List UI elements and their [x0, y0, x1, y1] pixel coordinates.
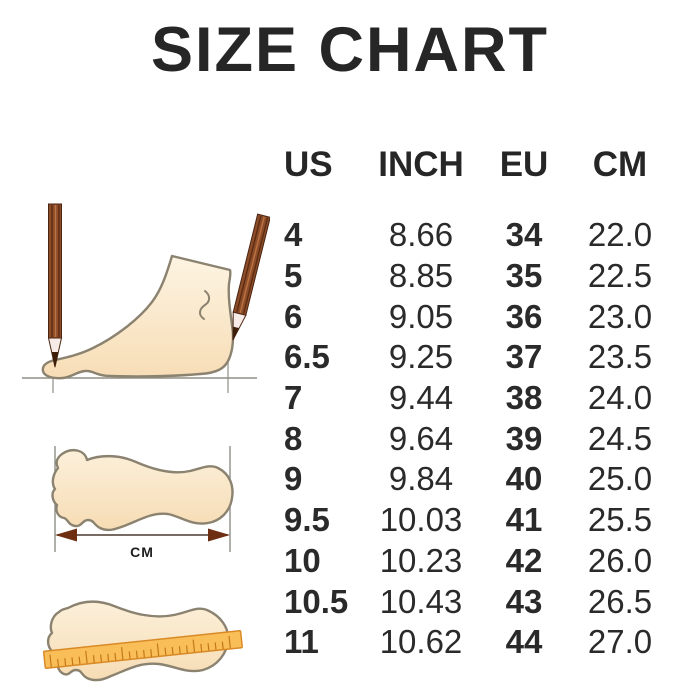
cell-cm: 24.0: [587, 379, 653, 417]
cell-inch: 9.84: [388, 460, 454, 498]
cell-eu: 35: [505, 257, 543, 295]
table-row: 6.5 9.25 37 23.5: [270, 337, 682, 378]
foot-measure-illustration: [22, 203, 270, 393]
cm-label: CM: [130, 544, 154, 560]
cell-eu: 43: [505, 582, 543, 620]
cell-eu: 42: [505, 541, 543, 579]
table-row: 7 9.44 38 24.0: [270, 378, 682, 419]
table-row: 8 9.64 39 24.5: [270, 418, 682, 459]
cell-inch: 8.85: [388, 257, 454, 295]
cell-inch: 8.66: [388, 216, 454, 254]
cell-eu: 39: [505, 419, 543, 457]
cell-cm: 22.5: [587, 257, 653, 295]
table-row: 10.5 10.43 43 26.5: [270, 581, 682, 622]
cell-inch: 10.62: [379, 623, 463, 661]
table-row: 4 8.66 34 22.0: [270, 215, 682, 256]
cell-us: 10: [284, 541, 321, 579]
cell-inch: 9.44: [388, 379, 454, 417]
cell-us: 9.5: [284, 501, 330, 539]
cell-cm: 26.5: [587, 582, 653, 620]
table-header-row: US INCH EU CM: [270, 143, 682, 187]
cell-us: 11: [284, 623, 319, 661]
cell-eu: 40: [505, 460, 543, 498]
cell-cm: 25.0: [587, 460, 653, 498]
cell-us: 5: [284, 257, 303, 295]
table-row: 9.5 10.03 41 25.5: [270, 500, 682, 541]
length-arrow-icon: [55, 528, 230, 542]
cell-eu: 37: [505, 338, 543, 376]
cell-us: 6.5: [284, 338, 330, 376]
cell-us: 9: [284, 460, 303, 498]
cell-us: 4: [284, 216, 303, 254]
column-header-us: US: [284, 145, 333, 184]
cell-us: 6: [284, 297, 303, 335]
column-header-eu: EU: [499, 145, 549, 184]
table-row: 5 8.85 35 22.5: [270, 256, 682, 297]
cell-cm: 27.0: [587, 623, 653, 661]
cell-cm: 22.0: [587, 216, 653, 254]
cell-inch: 9.05: [388, 297, 454, 335]
cell-us: 8: [284, 419, 303, 457]
page-title: SIZE CHART: [151, 15, 549, 85]
column-header-cm: CM: [592, 145, 648, 184]
pencil-icon: [232, 213, 270, 341]
cell-eu: 38: [505, 379, 543, 417]
ankle-mark-icon: [199, 290, 211, 320]
cell-eu: 44: [505, 623, 543, 661]
cell-cm: 23.5: [587, 338, 653, 376]
pencil-icon: [47, 203, 63, 368]
ruler-icon: [42, 630, 243, 669]
cell-eu: 41: [505, 501, 543, 539]
cell-cm: 23.0: [587, 297, 653, 335]
cell-eu: 34: [505, 216, 543, 254]
cell-us: 10.5: [284, 582, 349, 620]
cell-inch: 9.25: [388, 338, 454, 376]
cell-inch: 10.23: [379, 541, 463, 579]
cell-eu: 36: [505, 297, 543, 335]
foot-profile-icon: [41, 254, 235, 380]
cell-cm: 25.5: [587, 501, 653, 539]
size-table-body: 4 8.66 34 22.0 5 8.85 35 22.5 6 9.05 36 23.0 6.5 9.25…: [270, 215, 682, 663]
size-conversion-table: US INCH EU CM 4 8.66 34 22.0 5 8.85 35 22.5 6 9.0…: [270, 143, 682, 663]
footprint-ruler-illustration: [42, 600, 243, 682]
cell-cm: 26.0: [587, 541, 653, 579]
footprint-icon: [51, 448, 234, 532]
table-row: 6 9.05 36 23.0: [270, 296, 682, 337]
table-row: 11 10.62 44 27.0: [270, 622, 682, 663]
cell-inch: 9.64: [388, 419, 454, 457]
footprint-length-illustration: CM: [51, 446, 234, 560]
column-header-inch: INCH: [378, 145, 464, 184]
cell-cm: 24.5: [587, 419, 653, 457]
table-row: 9 9.84 40 25.0: [270, 459, 682, 500]
table-row: 10 10.23 42 26.0: [270, 541, 682, 582]
cell-us: 7: [284, 379, 303, 417]
cell-inch: 10.43: [379, 582, 463, 620]
cell-inch: 10.03: [379, 501, 463, 539]
